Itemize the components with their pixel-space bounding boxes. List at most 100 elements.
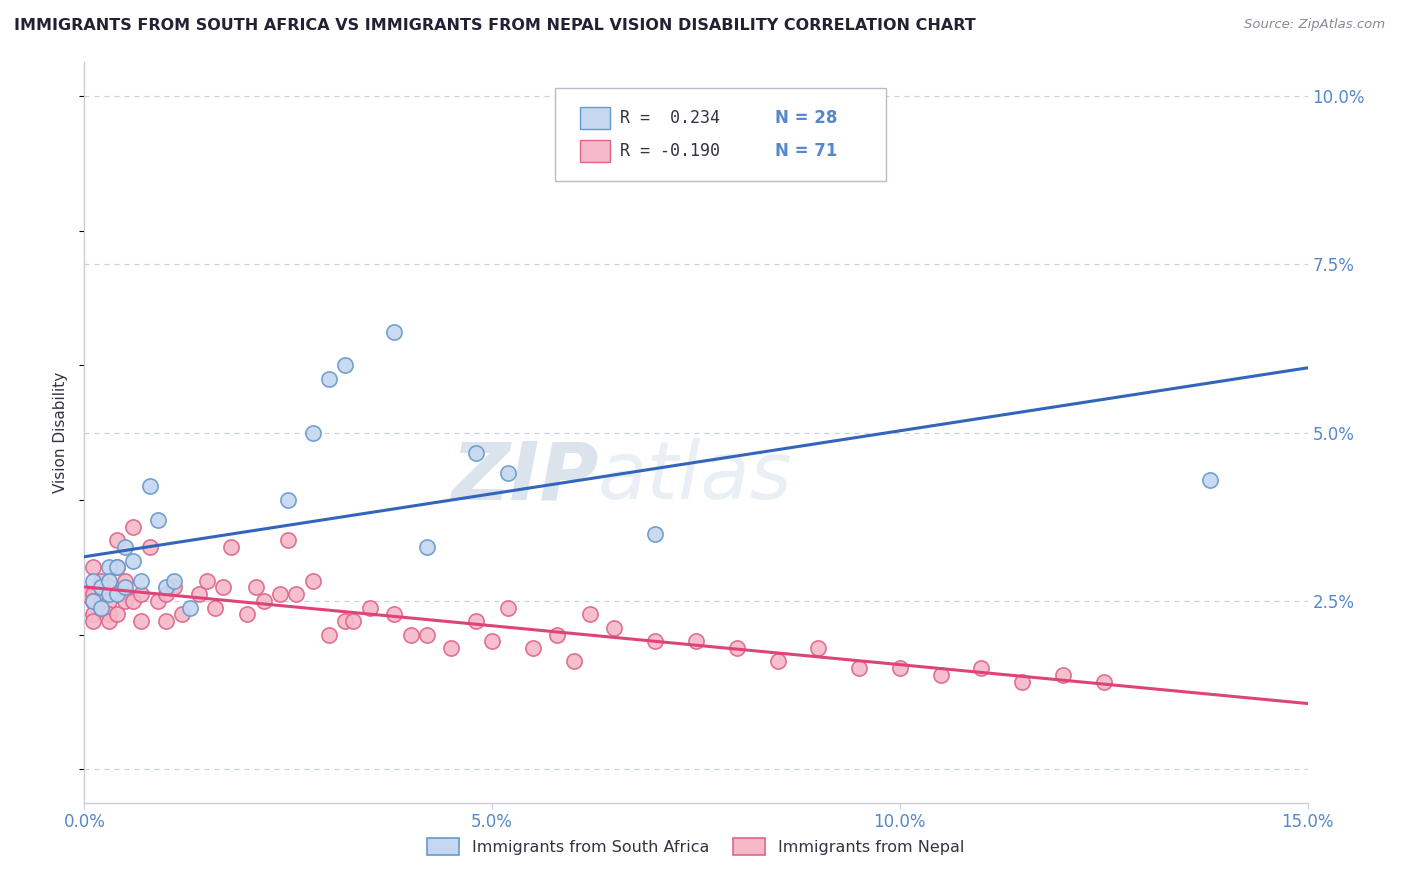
Point bbox=[82, 614, 104, 628]
Point bbox=[725, 640, 748, 655]
Point bbox=[122, 553, 145, 567]
Point bbox=[82, 574, 104, 588]
Point bbox=[929, 668, 952, 682]
Y-axis label: Vision Disability: Vision Disability bbox=[53, 372, 69, 493]
Point bbox=[219, 540, 242, 554]
Point bbox=[114, 581, 136, 595]
Point bbox=[1092, 674, 1115, 689]
Point bbox=[105, 607, 128, 622]
Point bbox=[1052, 668, 1074, 682]
Point bbox=[97, 594, 120, 608]
Point bbox=[82, 587, 104, 601]
Text: R = -0.190: R = -0.190 bbox=[620, 143, 720, 161]
Point bbox=[382, 325, 405, 339]
Text: N = 71: N = 71 bbox=[776, 143, 838, 161]
Point bbox=[73, 587, 96, 601]
Point bbox=[163, 581, 186, 595]
Point bbox=[644, 526, 666, 541]
Point bbox=[131, 574, 153, 588]
Point bbox=[318, 627, 340, 641]
Point bbox=[766, 655, 789, 669]
Point bbox=[277, 492, 299, 507]
Point bbox=[644, 634, 666, 648]
Point bbox=[131, 587, 153, 601]
Point bbox=[464, 614, 486, 628]
Point bbox=[440, 640, 463, 655]
Text: ZIP: ZIP bbox=[451, 438, 598, 516]
Point bbox=[97, 560, 120, 574]
Point bbox=[90, 600, 112, 615]
Point bbox=[82, 594, 104, 608]
Point bbox=[579, 607, 602, 622]
Point bbox=[685, 634, 707, 648]
Point bbox=[416, 627, 439, 641]
Legend: Immigrants from South Africa, Immigrants from Nepal: Immigrants from South Africa, Immigrants… bbox=[420, 832, 972, 862]
Point bbox=[105, 533, 128, 548]
Point bbox=[335, 359, 357, 373]
Point bbox=[163, 574, 186, 588]
Point bbox=[481, 634, 503, 648]
Text: IMMIGRANTS FROM SOUTH AFRICA VS IMMIGRANTS FROM NEPAL VISION DISABILITY CORRELAT: IMMIGRANTS FROM SOUTH AFRICA VS IMMIGRAN… bbox=[14, 18, 976, 33]
Point bbox=[187, 587, 209, 601]
Point bbox=[105, 560, 128, 574]
Point bbox=[498, 600, 520, 615]
Point bbox=[301, 574, 323, 588]
Point bbox=[382, 607, 405, 622]
Point bbox=[97, 614, 120, 628]
Point bbox=[122, 594, 145, 608]
Point bbox=[155, 587, 177, 601]
Point bbox=[245, 581, 267, 595]
Point bbox=[90, 594, 112, 608]
Point bbox=[1011, 674, 1033, 689]
Point bbox=[90, 600, 112, 615]
Point bbox=[138, 540, 160, 554]
Point bbox=[146, 513, 169, 527]
Point bbox=[848, 661, 870, 675]
Point bbox=[105, 560, 128, 574]
Point bbox=[204, 600, 226, 615]
FancyBboxPatch shape bbox=[555, 88, 886, 181]
Point bbox=[105, 587, 128, 601]
Point bbox=[138, 479, 160, 493]
Point bbox=[155, 581, 177, 595]
Point bbox=[90, 574, 112, 588]
Point bbox=[277, 533, 299, 548]
Point bbox=[114, 574, 136, 588]
Point bbox=[335, 614, 357, 628]
Point bbox=[82, 594, 104, 608]
Point bbox=[889, 661, 911, 675]
Point bbox=[253, 594, 276, 608]
Text: Source: ZipAtlas.com: Source: ZipAtlas.com bbox=[1244, 18, 1385, 31]
Point bbox=[82, 560, 104, 574]
Point bbox=[970, 661, 993, 675]
Point bbox=[301, 425, 323, 440]
Point bbox=[131, 614, 153, 628]
Point bbox=[97, 587, 120, 601]
Point bbox=[179, 600, 201, 615]
Point bbox=[498, 466, 520, 480]
Point bbox=[416, 540, 439, 554]
Point bbox=[114, 587, 136, 601]
Point bbox=[146, 594, 169, 608]
Point bbox=[82, 594, 104, 608]
Point bbox=[399, 627, 422, 641]
Point bbox=[342, 614, 364, 628]
Point bbox=[318, 372, 340, 386]
Bar bbox=[579, 107, 610, 129]
Point bbox=[172, 607, 194, 622]
Point bbox=[90, 581, 112, 595]
Point bbox=[195, 574, 218, 588]
Point bbox=[114, 540, 136, 554]
Point bbox=[269, 587, 291, 601]
Text: R =  0.234: R = 0.234 bbox=[620, 109, 720, 127]
Point bbox=[464, 446, 486, 460]
Point bbox=[82, 607, 104, 622]
Point bbox=[603, 621, 626, 635]
Point bbox=[546, 627, 568, 641]
Point bbox=[359, 600, 381, 615]
Point bbox=[155, 614, 177, 628]
Text: atlas: atlas bbox=[598, 438, 793, 516]
Point bbox=[807, 640, 830, 655]
Point bbox=[1198, 473, 1220, 487]
Point bbox=[522, 640, 544, 655]
